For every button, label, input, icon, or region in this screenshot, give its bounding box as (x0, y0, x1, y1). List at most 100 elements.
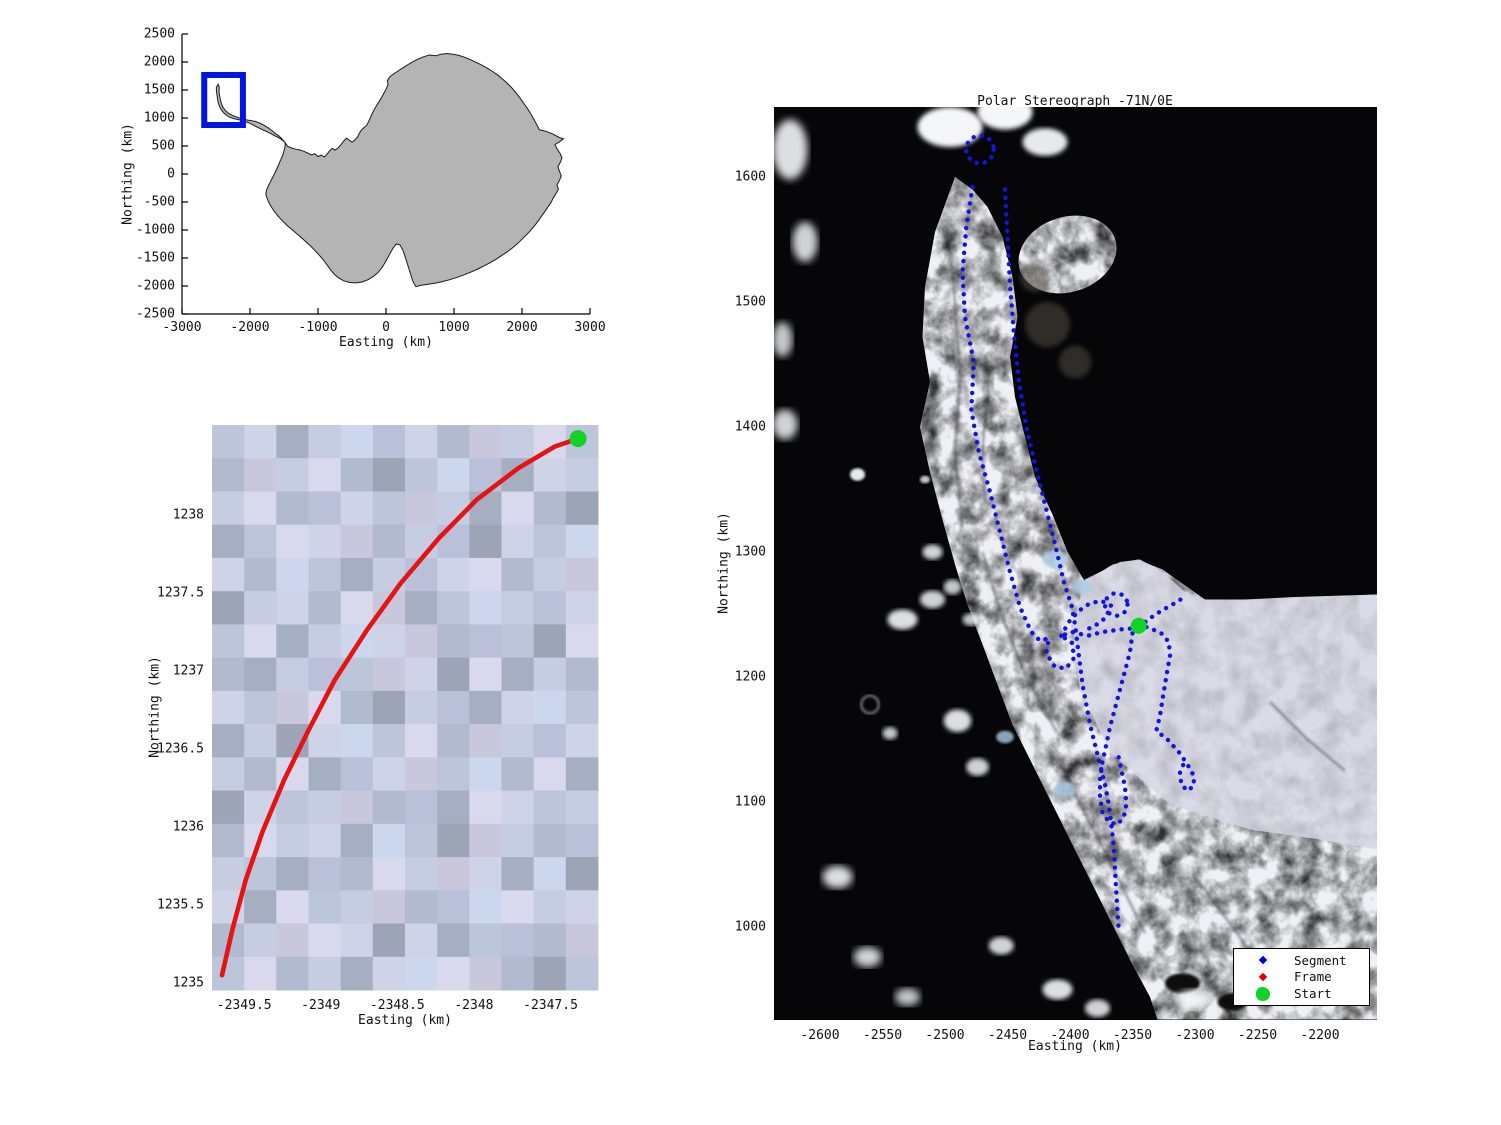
glacial-ice-patch (1072, 579, 1093, 595)
image-pixel (405, 790, 438, 825)
satellite-x-tick: -2350 (1112, 1028, 1153, 1043)
image-pixel (437, 790, 470, 825)
segment-track (960, 184, 1197, 793)
image-pixel (469, 857, 502, 891)
image-pixel (372, 624, 406, 659)
detail-y-tick: 1236.5 (157, 741, 204, 757)
image-pixel (565, 724, 599, 758)
frame-marker-icon (1246, 972, 1280, 982)
image-pixel (533, 923, 567, 958)
image-pixel (308, 823, 342, 858)
image-pixel (308, 624, 342, 659)
image-pixel (308, 857, 342, 891)
image-pixel (244, 491, 277, 526)
image-pixel (565, 757, 599, 792)
overview-y-tick: 0 (167, 166, 175, 182)
cloud (917, 107, 983, 147)
overview-x-tick: 2000 (506, 320, 538, 335)
image-pixel (437, 624, 470, 659)
satellite-y-tick: 1400 (734, 419, 766, 435)
cloud (1022, 128, 1068, 156)
cloud (1177, 989, 1213, 1010)
cloud (887, 609, 918, 630)
image-pixel (340, 757, 374, 792)
detail-x-tick: -2348.5 (369, 998, 425, 1013)
image-pixel (340, 724, 374, 758)
image-pixel (501, 690, 535, 725)
image-pixel (244, 557, 277, 592)
image-pixel (276, 956, 309, 991)
image-pixel (533, 524, 567, 559)
image-pixel (565, 524, 599, 559)
detail-xlabel: Easting (km) (358, 1013, 452, 1028)
image-pixel (501, 524, 535, 559)
image-pixel (276, 657, 309, 692)
image-pixel (308, 757, 342, 792)
image-pixel (340, 956, 374, 991)
cloud (966, 758, 989, 776)
image-pixel (308, 790, 342, 825)
image-pixel (340, 591, 374, 625)
image-pixel (308, 956, 342, 991)
image-pixel (469, 890, 502, 925)
image-pixel (308, 491, 342, 526)
image-pixel (212, 624, 245, 659)
legend-item-start: Start (1234, 986, 1369, 1002)
image-pixel (212, 524, 245, 559)
image-pixel (372, 690, 406, 725)
mountain-ridge (1269, 701, 1346, 772)
image-pixel (244, 890, 277, 925)
image-pixel (276, 690, 309, 725)
overview-y-tick: -1500 (135, 250, 175, 266)
image-pixel (276, 458, 309, 492)
image-pixel (501, 724, 535, 758)
detail-y-tick: 1235.5 (157, 897, 204, 913)
image-pixel (308, 458, 342, 492)
antarctica-outline (215, 52, 565, 288)
satellite-y-tick: 1100 (734, 794, 766, 810)
start-marker (569, 430, 587, 448)
satellite-xlabel: Easting (km) (1028, 1039, 1122, 1054)
image-pixel (533, 890, 567, 925)
image-pixel (565, 823, 599, 858)
image-pixel (533, 425, 567, 459)
overview-x-tick: -2000 (230, 320, 270, 335)
image-pixel (308, 425, 342, 459)
rock-patch (1058, 345, 1092, 379)
cloud (943, 709, 972, 732)
cloud (977, 107, 1033, 130)
image-pixel (469, 956, 502, 991)
image-pixel (212, 757, 245, 792)
image-pixel (212, 790, 245, 825)
image-pixel (308, 524, 342, 559)
satellite-ylabel: Northing (km) (716, 512, 732, 614)
image-pixel (565, 790, 599, 825)
image-pixel (244, 923, 277, 958)
cloud (988, 937, 1014, 955)
image-pixel (244, 657, 277, 692)
image-pixel (276, 557, 309, 592)
detail-x-tick: -2349.5 (216, 998, 272, 1013)
image-pixel (340, 857, 374, 891)
image-pixel (437, 557, 470, 592)
overview-y-tick: 500 (151, 138, 175, 154)
image-pixel (533, 657, 567, 692)
image-pixel (244, 724, 277, 758)
image-pixel (469, 724, 502, 758)
cloud (1085, 999, 1110, 1017)
mountain-ridge (981, 389, 991, 503)
overview-y-tick: -500 (143, 194, 175, 210)
satellite-y-tick: 1300 (734, 544, 766, 560)
detail-y-tick: 1237.5 (157, 585, 204, 601)
cloud (882, 727, 898, 740)
image-pixel (405, 591, 438, 625)
satellite-title: Polar Stereograph -71N/0E (977, 94, 1173, 109)
image-pixel (405, 657, 438, 692)
image-pixel (244, 624, 277, 659)
cloud (1042, 979, 1073, 1000)
satellite-x-tick: -2600 (800, 1028, 840, 1043)
image-pixel (565, 591, 599, 625)
image-pixel (533, 790, 567, 825)
image-pixel (372, 823, 406, 858)
start-marker-icon (1246, 986, 1280, 1001)
